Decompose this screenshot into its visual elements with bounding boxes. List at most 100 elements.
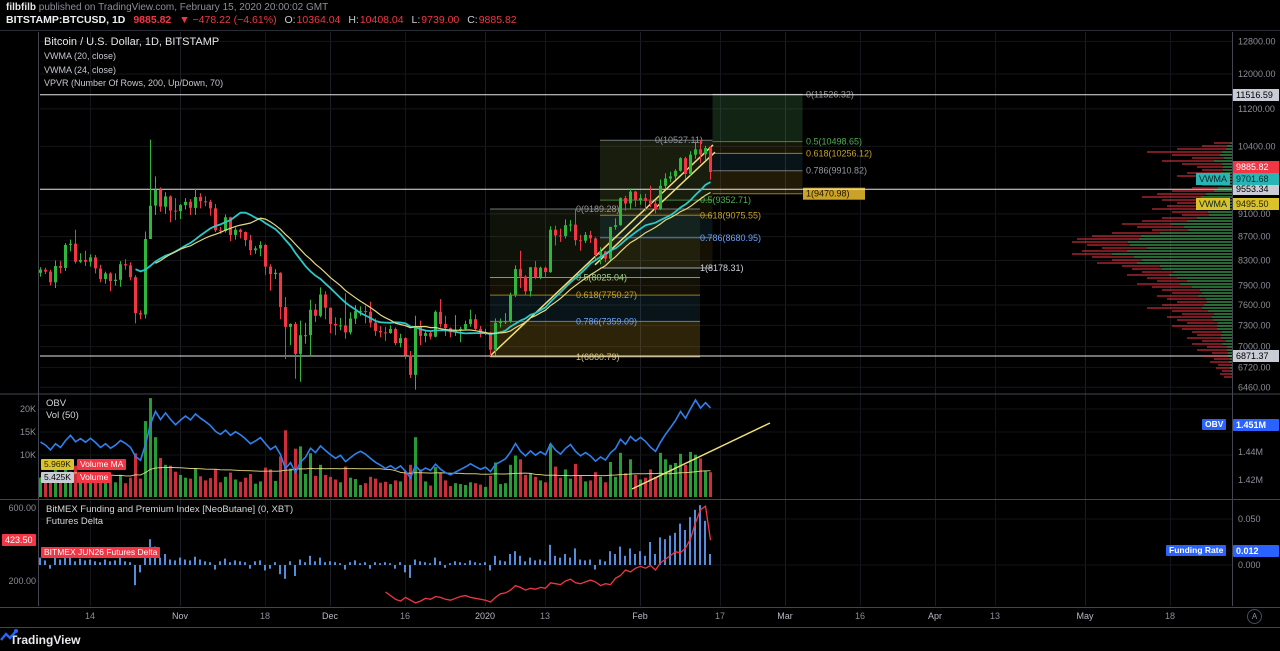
candle-body (689, 154, 692, 174)
candle-body (399, 338, 402, 344)
funding-bar (159, 557, 161, 565)
candle-body (154, 189, 157, 206)
volume-bar (189, 478, 192, 497)
futures-delta-title[interactable]: Futures Delta (46, 516, 104, 527)
candle-body (569, 224, 572, 226)
volume-bar (234, 479, 237, 497)
legend-vpvr[interactable]: VPVR (Number Of Rows, 200, Up/Down, 70) (44, 78, 224, 88)
funding-bar (539, 559, 541, 565)
symbol-title[interactable]: BITSTAMP:BTCUSD, 1D (6, 14, 126, 26)
funding-bar (399, 562, 401, 565)
price-tick-label: 12000.00 (1238, 69, 1276, 79)
vpvr-bar-up (1207, 301, 1232, 303)
volume-bar (599, 476, 602, 497)
obv-chip: OBV (1202, 419, 1227, 430)
funding-bar (219, 561, 221, 565)
funding-bar (534, 560, 536, 565)
funding-indicator-title[interactable]: BitMEX Funding and Premium Index [NeoBut… (46, 504, 294, 515)
funding-bar (284, 565, 286, 579)
legend-vwma24[interactable]: VWMA (24, close) (44, 64, 117, 75)
vpvr-bar-up (1160, 232, 1232, 234)
vpvr-bar-down (1127, 274, 1169, 276)
candle-body (464, 324, 467, 329)
time-axis[interactable] (0, 607, 1280, 627)
chart-plot-area[interactable] (40, 32, 1232, 606)
funding-bar (609, 551, 611, 565)
funding-bar (39, 557, 41, 565)
tradingview-logo-icon[interactable] (0, 629, 18, 644)
vpvr-bar-up (1197, 217, 1232, 219)
candle-body (99, 268, 102, 280)
volume-bar (394, 480, 397, 497)
vpvr-bar-down (1147, 307, 1202, 309)
funding-bar (64, 554, 66, 565)
volume-bar (509, 464, 512, 497)
candle-body (624, 198, 627, 204)
volume-bar (319, 464, 322, 497)
volume-bar (524, 474, 527, 497)
volume-bar (669, 464, 672, 497)
funding-bar (389, 563, 391, 565)
funding-bar (444, 565, 446, 568)
funding-bar (99, 562, 101, 565)
volume-tick-label: 10K (20, 450, 36, 460)
volume-bar (584, 481, 587, 497)
open-label: O: (284, 14, 296, 26)
obv-indicator-label[interactable]: OBV (46, 398, 67, 409)
vpvr-bar-down (1152, 286, 1192, 288)
time-tick-label: 16 (855, 611, 865, 621)
price-axis[interactable] (1232, 32, 1280, 606)
tradingview-brand[interactable]: TradingView (10, 633, 81, 647)
futures-delta-value-badge: 423.50 (2, 534, 36, 546)
volume-indicator-label[interactable]: Vol (50) (46, 410, 79, 421)
candle-body (619, 198, 622, 226)
vpvr-bar-down (1157, 193, 1206, 195)
price-tick-label: 6720.00 (1238, 362, 1271, 372)
funding-bar (179, 557, 181, 565)
funding-bar (234, 560, 236, 565)
volume-bar (144, 421, 147, 497)
vpvr-bar-down (1207, 346, 1227, 348)
legend-vwma20[interactable]: VWMA (20, close) (44, 51, 117, 61)
volume-bar (699, 458, 702, 497)
volume-bar (354, 479, 357, 497)
candle-body (379, 331, 382, 333)
vpvr-bar-down (1142, 271, 1173, 273)
vpvr-bar-down (1142, 220, 1187, 222)
vpvr-bar-down (1092, 235, 1141, 237)
vpvr-bar-down (1112, 232, 1160, 234)
candle-body (499, 322, 502, 323)
volume-bar (369, 476, 372, 497)
funding-bar (59, 559, 61, 565)
volume-bar (69, 471, 72, 497)
candle-body (554, 229, 557, 236)
vpvr-bar-up (1229, 361, 1232, 363)
volume-bar (489, 475, 492, 497)
funding-bar (619, 546, 621, 565)
funding-bar (449, 563, 451, 565)
candle-body (179, 205, 182, 212)
vpvr-bar-up (1180, 283, 1232, 285)
volume-bar (339, 482, 342, 497)
vpvr-bar-up (1223, 184, 1232, 186)
volume-tick-label: 20K (20, 404, 36, 414)
funding-bar (519, 555, 521, 565)
funding-bar (659, 537, 661, 565)
funding-bar (89, 559, 91, 565)
vpvr-bar-up (1173, 271, 1232, 273)
volume-bar (269, 469, 272, 497)
volume-bar (359, 485, 362, 497)
volume-bar (109, 475, 112, 497)
fib-level-label: 1(8178.31) (700, 263, 744, 273)
obv-tick-label: 1.44M (1238, 447, 1263, 457)
volume-bar (329, 476, 332, 497)
auto-scale-icon[interactable]: A (1247, 609, 1262, 624)
vpvr-bar-up (1217, 325, 1232, 327)
legend-symbol[interactable]: Bitcoin / U.S. Dollar, 1D, BITSTAMP (44, 36, 220, 48)
candle-body (549, 229, 552, 273)
volume-bar (229, 472, 232, 497)
volume-bar (289, 468, 292, 497)
funding-bar (629, 548, 631, 565)
vpvr-bar-down (1172, 325, 1217, 327)
